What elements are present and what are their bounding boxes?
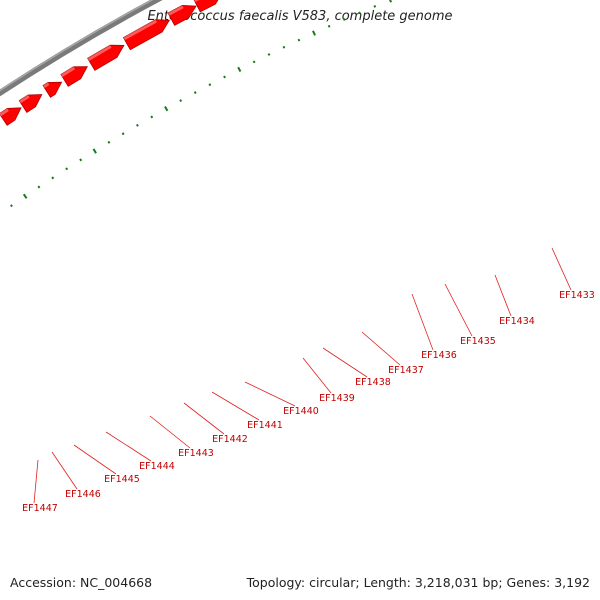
gene-label: EF1434	[499, 316, 535, 327]
genome-summary-text: Topology: circular; Length: 3,218,031 bp…	[246, 575, 590, 590]
inner-tick-track	[10, 0, 393, 208]
gene-label: EF1446	[65, 489, 101, 500]
gene-arrow	[167, 5, 197, 26]
scale-tick	[164, 106, 169, 112]
gene-leader-line	[551, 247, 572, 291]
gene-label: EF1437	[388, 365, 424, 376]
gene-label: EF1443	[178, 448, 214, 459]
scale-tick	[22, 193, 28, 199]
gene-label: EF1440	[283, 406, 319, 417]
scale-tick	[223, 75, 226, 79]
scale-tick	[193, 91, 197, 95]
scale-tick	[312, 30, 316, 36]
gene-arrow	[193, 0, 219, 13]
gene-label: EF1439	[319, 393, 355, 404]
gene-arrow-shine	[123, 19, 157, 41]
gene-arrow	[60, 66, 88, 87]
scale-tick	[107, 140, 111, 144]
gene-arrow-shine	[168, 5, 184, 16]
gene-track-outer	[0, 0, 219, 126]
gene-leader-line	[444, 283, 473, 337]
scale-tick	[150, 115, 154, 119]
scale-tick	[37, 185, 41, 189]
scale-tick	[208, 83, 212, 87]
scale-tick	[327, 24, 331, 28]
scale-tick	[389, 0, 393, 3]
gene-leader-line	[302, 357, 332, 394]
gene-leader-line	[149, 415, 191, 449]
scale-tick	[342, 18, 346, 21]
scale-tick	[65, 167, 69, 171]
gene-arrow	[42, 81, 63, 98]
gene-leader-line	[51, 451, 78, 490]
gene-leader-line	[211, 391, 260, 421]
gene-leader-line	[183, 402, 225, 435]
gene-leader-line	[361, 331, 401, 366]
genome-backbone-highlight	[0, 0, 154, 92]
gene-label: EF1435	[460, 336, 496, 347]
gene-leader-line	[244, 381, 296, 407]
scale-tick	[373, 4, 377, 8]
gene-leader-line	[322, 347, 368, 378]
gene-label: EF1445	[104, 474, 140, 485]
gene-leader-line	[105, 431, 152, 462]
gene-label: EF1444	[139, 461, 175, 472]
gene-label-leaders	[33, 247, 572, 504]
gene-arrow-shine	[43, 82, 50, 89]
scale-tick	[237, 66, 242, 73]
gene-arrow	[18, 94, 43, 113]
map-title: Enterococcus faecalis V583, complete gen…	[147, 9, 453, 24]
gene-label: EF1441	[247, 420, 283, 431]
scale-tick	[267, 53, 271, 56]
gene-label: EF1436	[421, 350, 457, 361]
gene-leader-line	[33, 459, 39, 504]
scale-tick	[10, 204, 13, 208]
scale-tick	[282, 45, 286, 49]
gene-arrow-shine	[0, 108, 9, 117]
scale-tick	[79, 158, 83, 162]
scale-tick	[358, 11, 361, 15]
gene-arrow-shine	[19, 94, 30, 104]
gene-label: EF1442	[212, 434, 248, 445]
gene-arrow-shine	[194, 0, 200, 3]
gene-arrow-shine	[87, 45, 112, 61]
scale-tick	[92, 148, 97, 154]
gene-arrow	[0, 107, 22, 126]
gene-label: EF1447	[22, 503, 58, 514]
scale-tick	[135, 123, 139, 127]
gene-label: EF1438	[355, 377, 391, 388]
gene-leader-line	[73, 444, 117, 475]
scale-tick	[252, 60, 256, 64]
gene-arrow	[87, 44, 125, 71]
gene-leader-line	[494, 274, 512, 317]
gene-label: EF1433	[559, 290, 595, 301]
gene-arrow	[122, 19, 171, 51]
scale-tick	[179, 99, 183, 103]
scale-tick	[51, 176, 55, 180]
scale-tick	[121, 132, 125, 136]
gene-arrow-shine	[60, 66, 76, 77]
gene-labels: EF1433EF1434EF1435EF1436EF1437EF1438EF14…	[22, 290, 595, 514]
gene-leader-line	[411, 293, 434, 351]
accession-text: Accession: NC_004668	[10, 575, 153, 590]
genome-backbone	[0, 0, 163, 97]
scale-tick	[297, 38, 301, 42]
